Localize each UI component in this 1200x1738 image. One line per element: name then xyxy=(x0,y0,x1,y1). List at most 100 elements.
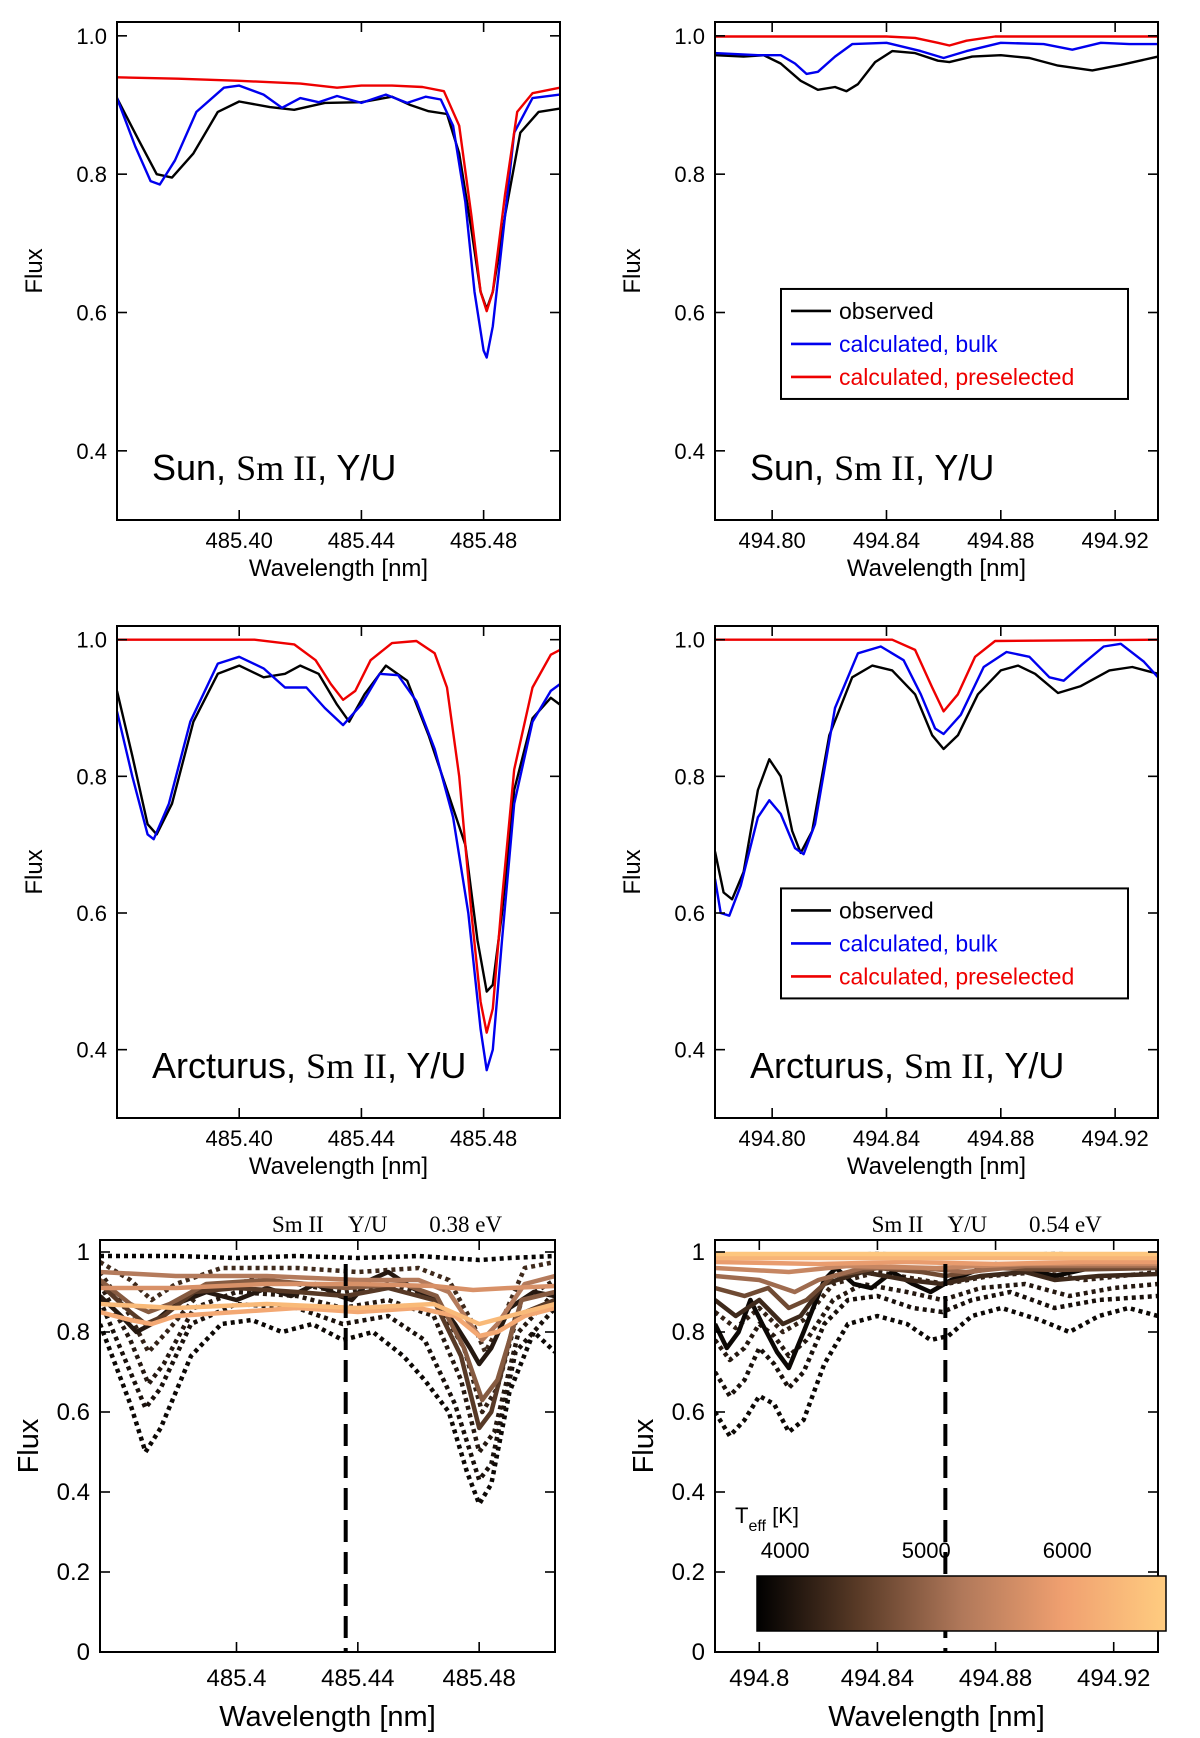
series-line-teff-4000-dotted xyxy=(715,1289,1158,1399)
series-line-calculated-bulk xyxy=(117,84,560,359)
series-line-teff-3900-solid xyxy=(715,1261,1158,1371)
chart-panel-sun-485: 485.40 485.44 485.48 0.4 0.6 0.8 1.0 Wavelength… xyxy=(21,21,561,582)
colorbar: 4000 5000 6000 Teff [K] xyxy=(735,1503,1167,1632)
panel-title-star: Arcturus, xyxy=(750,1045,904,1086)
colorbar-tick-label: 6000 xyxy=(1043,1538,1092,1563)
x-tick-label: 485.40 xyxy=(206,1126,273,1151)
panel-title-tail: , Y/U xyxy=(387,1045,466,1086)
annotation-blend: Y/U xyxy=(948,1212,988,1237)
series-group xyxy=(715,1251,1158,1439)
y-tick-label: 1 xyxy=(692,1239,705,1266)
series-line-teff-6400-solid xyxy=(100,1301,555,1327)
colorbar-tick-label: 4000 xyxy=(761,1538,810,1563)
x-axis-label: Wavelength [nm] xyxy=(249,1153,428,1180)
chart-panel-sun-494: 494.80 494.84 494.88 494.92 0.4 0.6 0.8 1.0 Wave… xyxy=(619,21,1159,582)
series-group xyxy=(715,35,1158,93)
panel-title-ion: Sm II xyxy=(904,1046,985,1086)
y-tick-label: 0.6 xyxy=(674,901,705,926)
y-tick-label: 0.4 xyxy=(672,1479,705,1506)
x-tick-label: 494.88 xyxy=(959,1665,1032,1692)
colorbar-label: Teff [K] xyxy=(735,1503,799,1535)
legend-entry: calculated, preselected xyxy=(839,364,1074,390)
x-tick-label: 485.48 xyxy=(450,528,517,553)
x-axis-label: Wavelength [nm] xyxy=(847,1153,1026,1180)
y-tick-label: 0 xyxy=(692,1639,705,1666)
y-tick-label: 0.4 xyxy=(57,1479,90,1506)
y-tick-label: 0.8 xyxy=(674,162,705,187)
y-tick-label: 0.6 xyxy=(674,301,705,326)
x-tick-label: 494.88 xyxy=(967,528,1034,553)
panel-title-tail: , Y/U xyxy=(915,447,994,488)
x-tick-label: 494.92 xyxy=(1077,1665,1150,1692)
y-axis-label: Flux xyxy=(21,849,48,894)
legend-entry: observed xyxy=(839,298,934,324)
x-axis-label: Wavelength [nm] xyxy=(249,555,428,582)
plot-frame xyxy=(116,625,561,1119)
x-tick-label: 494.8 xyxy=(729,1665,789,1692)
x-tick-label: 494.92 xyxy=(1081,1126,1148,1151)
y-tick-label: 0.6 xyxy=(76,301,107,326)
x-tick-label: 485.44 xyxy=(321,1665,394,1692)
series-line-observed xyxy=(117,664,560,993)
annotation-blend: Y/U xyxy=(348,1212,388,1237)
panel-title: Arcturus, Sm II, Y/U xyxy=(152,1045,466,1086)
y-tick-label: 0.6 xyxy=(672,1399,705,1426)
x-tick-label: 485.44 xyxy=(328,1126,395,1151)
y-tick-label: 1 xyxy=(77,1239,90,1266)
series-line-teff-4900-solid xyxy=(100,1277,555,1403)
series-line-teff-4300-solid xyxy=(715,1269,1158,1327)
legend-box xyxy=(780,887,1129,1000)
annotation-ion: Sm II xyxy=(872,1212,924,1237)
y-axis-label: Flux xyxy=(619,248,646,293)
y-tick-label: 0.4 xyxy=(76,1038,107,1063)
panel-title-star: Sun, xyxy=(750,447,834,488)
y-tick-label: 0.4 xyxy=(76,439,107,464)
chart-panel-arcturus-494: 494.80 494.84 494.88 494.92 0.4 0.6 0.8 1.0 Wave… xyxy=(619,625,1159,1180)
legend-entry: calculated, bulk xyxy=(839,331,998,357)
y-axis-label: Flux xyxy=(619,849,646,894)
legend: observed calculated, bulk calculated, pres… xyxy=(780,287,1129,400)
series-line-teff-3900-dotted xyxy=(100,1317,555,1507)
series-line-observed xyxy=(715,49,1158,93)
x-tick-label: 485.48 xyxy=(450,1126,517,1151)
series-line-teff-6100-solid xyxy=(100,1305,555,1339)
chart-panel-grid-494: 494.8 494.84 494.88 494.92 0 0.2 0.4 0.6 0.8 1 Wav… xyxy=(628,1212,1167,1733)
x-tick-label: 494.84 xyxy=(853,1126,920,1151)
y-tick-label: 0.6 xyxy=(76,901,107,926)
x-tick-label: 485.48 xyxy=(442,1665,515,1692)
y-tick-label: 0.4 xyxy=(674,1038,705,1063)
y-tick-label: 1.0 xyxy=(674,24,705,49)
series-line-calculated-bulk xyxy=(715,41,1158,76)
plot-frame xyxy=(99,1239,556,1653)
x-axis-label: Wavelength [nm] xyxy=(219,1701,436,1733)
panel-title-tail: , Y/U xyxy=(985,1045,1064,1086)
plot-frame xyxy=(714,625,1159,1119)
x-tick-label: 494.80 xyxy=(739,1126,806,1151)
panel-title: Arcturus, Sm II, Y/U xyxy=(750,1045,1064,1086)
series-line-calculated-preselected xyxy=(715,638,1158,713)
series-line-teff-5300-solid xyxy=(100,1269,555,1343)
panel-title-star: Arcturus, xyxy=(152,1045,306,1086)
series-line-teff-3850-dotted xyxy=(100,1253,555,1263)
x-tick-label: 494.84 xyxy=(853,528,920,553)
panel-title-star: Sun, xyxy=(152,447,236,488)
legend-box xyxy=(780,287,1129,400)
y-tick-label: 0.2 xyxy=(57,1559,90,1586)
x-tick-label: 485.40 xyxy=(206,528,273,553)
series-line-calculated-preselected xyxy=(117,638,560,1034)
y-tick-label: 0.8 xyxy=(57,1319,90,1346)
colorbar-gradient xyxy=(756,1575,1167,1632)
colorbar-label-main: T xyxy=(735,1503,748,1528)
y-tick-label: 0.6 xyxy=(57,1399,90,1426)
series-group xyxy=(117,638,560,1072)
y-tick-label: 0.8 xyxy=(674,764,705,789)
annotation-ion: Sm II xyxy=(272,1212,324,1237)
x-tick-label: 494.84 xyxy=(841,1665,914,1692)
y-tick-label: 0.4 xyxy=(674,439,705,464)
colorbar-label-sub: eff xyxy=(748,1518,766,1535)
colorbar-tick-label: 5000 xyxy=(902,1538,951,1563)
panel-title-ion: Sm II xyxy=(306,1046,387,1086)
legend-entry: calculated, preselected xyxy=(839,963,1074,989)
series-group xyxy=(117,76,560,359)
